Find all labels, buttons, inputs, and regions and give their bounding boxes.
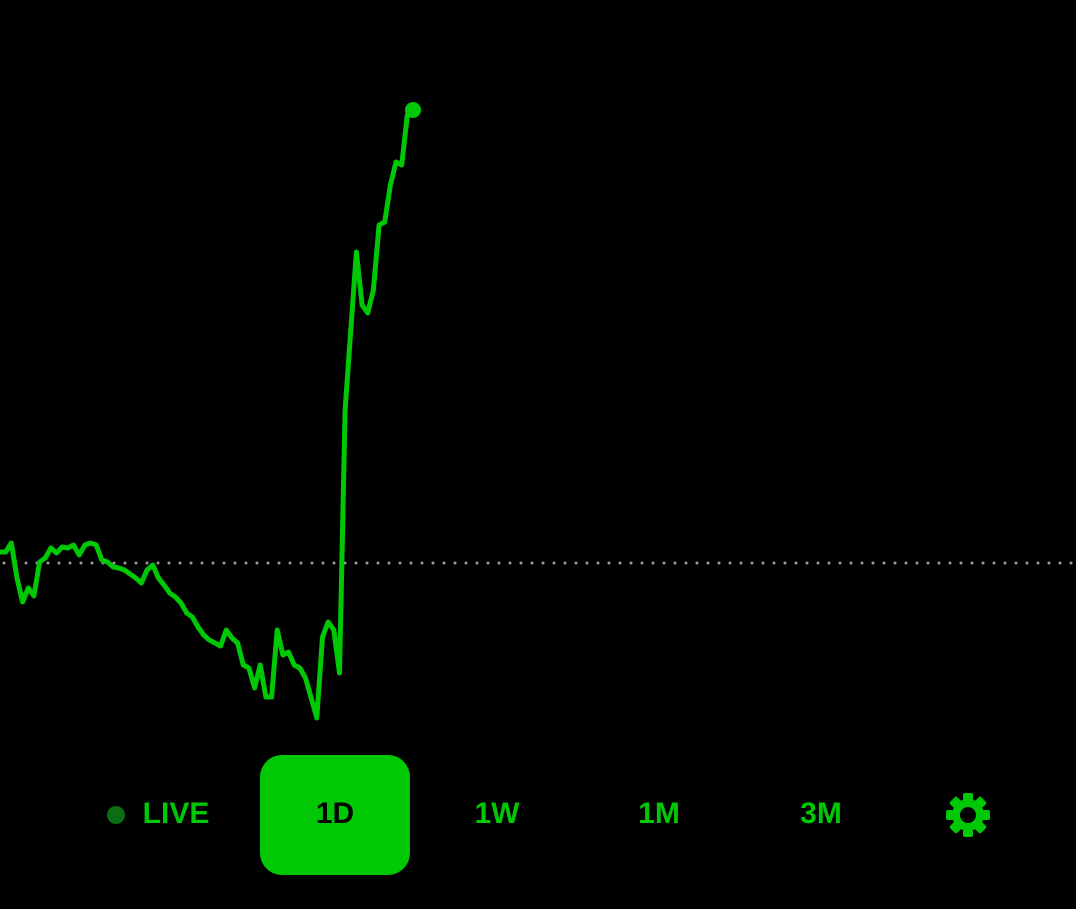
selected-range-background [260,755,410,875]
price-line [0,107,416,721]
settings-gear[interactable] [946,793,990,837]
range-button[interactable]: LIVE [143,797,210,830]
range-button[interactable]: 3M [800,797,842,830]
current-price-dot [405,102,421,118]
live-indicator [107,806,125,824]
range-button[interactable]: 1D [316,797,354,830]
range-button[interactable]: 1M [638,797,680,830]
gear-hole [960,807,976,823]
range-button[interactable]: 1W [475,797,521,830]
